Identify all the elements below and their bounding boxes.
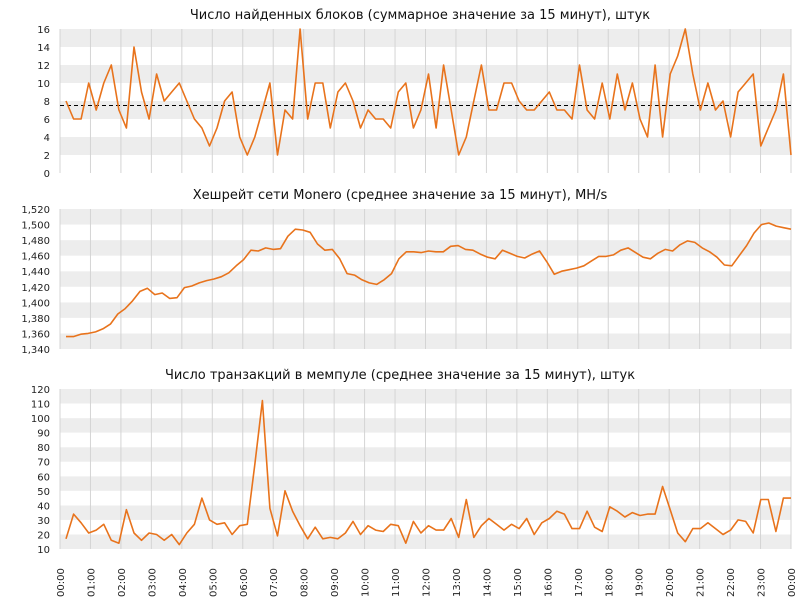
y-tick-label: 10 [37,545,50,556]
x-tick-label: 00:00 [56,568,67,597]
x-tick-label: 15:00 [513,568,524,597]
y-tick-label: 100 [31,414,50,425]
y-tick-label: 10 [37,79,50,90]
chart-title-hashrate: Хешрейт сети Monero (среднее значение за… [193,188,608,203]
x-tick-label: 08:00 [300,568,311,597]
y-tick-label: 1,500 [21,221,50,232]
y-tick-label: 16 [37,25,50,36]
y-tick-label: 40 [37,501,50,512]
x-tick-label: 02:00 [117,568,128,597]
y-tick-label: 1,520 [21,205,50,216]
chart-title-found-blocks: Число найденных блоков (суммарное значен… [190,8,650,23]
x-tick-label: 16:00 [543,568,554,597]
x-tick-label: 11:00 [391,568,402,597]
x-tick-label: 14:00 [482,568,493,597]
y-tick-label: 6 [44,115,50,126]
x-tick-label: 04:00 [178,568,189,597]
y-tick-label: 1,400 [21,298,50,309]
x-tick-label: 17:00 [574,568,585,597]
y-tick-label: 0 [44,169,50,180]
x-tick-label: 10:00 [361,568,372,597]
y-tick-label: 12 [37,61,50,72]
y-tick-label: 60 [37,472,50,483]
y-tick-label: 1,380 [21,314,50,325]
x-tick-label: 13:00 [452,568,463,597]
y-tick-label: 8 [44,97,50,108]
x-tick-label: 19:00 [635,568,646,597]
y-tick-label: 14 [37,43,50,54]
x-tick-label: 18:00 [604,568,615,597]
series-line [66,222,792,338]
y-tick-label: 30 [37,516,50,527]
y-tick-label: 1,440 [21,267,50,278]
y-tick-label: 1,340 [21,345,50,356]
y-tick-label: 1,420 [21,283,50,294]
series-line [65,399,791,546]
x-tick-label: 23:00 [757,568,768,597]
mempool-transactions-chart: Число транзакций в мемпуле (среднее знач… [31,368,792,556]
network-hashrate-chart: Хешрейт сети Monero (среднее значение за… [21,188,792,356]
y-tick-label: 90 [37,429,50,440]
y-tick-label: 80 [37,443,50,454]
x-tick-label: 12:00 [422,568,433,597]
y-tick-label: 70 [37,458,50,469]
x-tick-label: 06:00 [239,568,250,597]
x-tick-label: 20:00 [665,568,676,597]
y-tick-label: 2 [44,151,50,162]
x-tick-label: 22:00 [726,568,737,597]
y-tick-label: 1,360 [21,329,50,340]
y-tick-label: 1,480 [21,236,50,247]
chart-title-mempool: Число транзакций в мемпуле (среднее знач… [165,368,635,383]
time-axis: 00:00 01:00 02:00 03:00 04:00 05:00 06:00 07:00… [56,568,798,597]
x-tick-label: 21:00 [696,568,707,597]
x-tick-label: 09:00 [330,568,341,597]
y-tick-label: 20 [37,530,50,541]
x-tick-label: 01:00 [86,568,97,597]
y-tick-label: 110 [31,400,50,411]
y-tick-label: 120 [31,385,50,396]
x-tick-label: 07:00 [269,568,280,597]
x-tick-label: 00:00 [787,568,798,597]
y-tick-label: 1,460 [21,252,50,263]
series-line [65,28,792,156]
x-tick-label: 05:00 [208,568,219,597]
y-tick-label: 50 [37,487,50,498]
x-tick-label: 03:00 [147,568,158,597]
y-tick-label: 4 [44,133,50,144]
found-blocks-chart: Число найденных блоков (суммарное значен… [37,8,792,180]
